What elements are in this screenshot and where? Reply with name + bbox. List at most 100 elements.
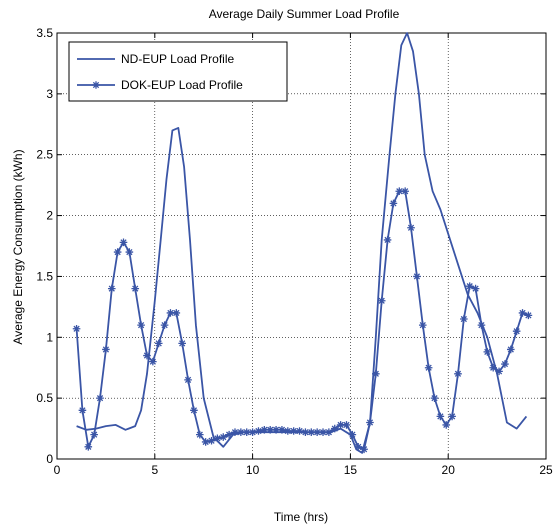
x-tick-label: 0 [54,463,61,477]
data-point [383,236,392,244]
y-axis-label: Average Energy Consumption (kWh) [11,149,25,344]
data-point [448,412,456,421]
data-point [166,309,175,317]
data-point [242,428,251,437]
x-tick-label: 20 [442,463,456,477]
data-point [113,248,122,256]
data-point [413,272,421,281]
data-point [96,394,104,402]
legend-label: ND-EUP Load Profile [121,52,234,66]
data-point [160,321,169,329]
data-point [477,321,486,329]
plot-area: 0 5 10 15 20 25 0 0.5 1 1.5 2 2.5 3 3.5 ND-EUP Load Pr… [36,26,553,477]
data-point [495,367,503,376]
legend: ND-EUP Load Profile DOK-EUP Load Profile [68,41,288,102]
data-point [154,339,163,348]
data-point [524,311,533,320]
x-tick-label: 25 [539,463,553,477]
data-point [389,199,398,208]
data-point [107,284,116,293]
y-tick-label: 3.5 [36,26,53,40]
data-point [289,427,298,435]
y-tick-label: 0.5 [36,391,53,405]
x-tick-label: 10 [246,463,260,477]
data-point [201,438,210,446]
y-tick-label: 2.5 [36,148,53,162]
data-point [330,424,339,433]
data-point [78,406,87,415]
x-axis-label: Time (hrs) [274,510,328,524]
data-point [377,296,386,305]
data-point [295,427,304,435]
data-point [195,430,204,439]
data-point [119,238,128,247]
data-point [190,406,198,415]
data-point [395,187,404,196]
x-tick-label: 5 [151,463,158,477]
data-point [178,339,186,348]
data-point [418,321,427,329]
data-point [319,428,327,437]
data-point [231,428,239,437]
data-point [454,370,462,378]
data-point [278,425,286,434]
legend-label: DOK-EUP Load Profile [121,78,243,92]
data-point [483,348,492,356]
data-point [354,443,363,451]
data-point [348,430,357,439]
data-point [266,425,275,434]
data-point [360,445,368,454]
data-point [125,248,134,256]
data-point [436,412,445,421]
y-tick-label: 0 [46,452,53,466]
data-point [366,418,374,427]
data-point [501,360,509,368]
data-point [90,430,98,439]
data-point [424,363,433,372]
data-point [213,434,222,443]
data-point [149,357,157,366]
data-point [307,428,316,437]
y-tick-label: 1 [46,330,53,344]
data-point [342,421,351,429]
data-point [84,443,93,451]
y-tick-label: 1.5 [36,269,53,283]
data-point [471,284,480,293]
data-point [143,351,151,360]
chart-title: Average Daily Summer Load Profile [209,7,400,21]
series-2 [72,187,533,454]
data-point [430,394,439,402]
data-point [460,315,468,323]
legend-marker [92,81,100,89]
data-point [284,427,292,435]
data-point [219,433,228,441]
data-point [102,345,110,354]
data-point [72,324,81,333]
data-point [489,363,497,372]
data-point [512,327,521,335]
y-tick-label: 3 [46,87,53,101]
data-point [313,428,321,437]
data-point [372,370,380,378]
y-tick-label: 2 [46,209,53,223]
plot-border [56,32,547,460]
data-point [207,436,216,445]
data-point [442,421,451,429]
data-point [336,421,345,429]
data-point [225,430,233,439]
data-point [506,345,515,354]
data-point [301,428,310,437]
data-point [254,427,263,435]
data-point [131,284,140,293]
data-point [137,321,145,329]
data-point [272,425,280,434]
data-point [172,309,181,317]
data-point [518,309,527,317]
data-point [184,376,192,384]
data-point [407,223,415,232]
data-point [325,428,333,437]
data-point [237,428,245,437]
data-point [248,428,257,437]
